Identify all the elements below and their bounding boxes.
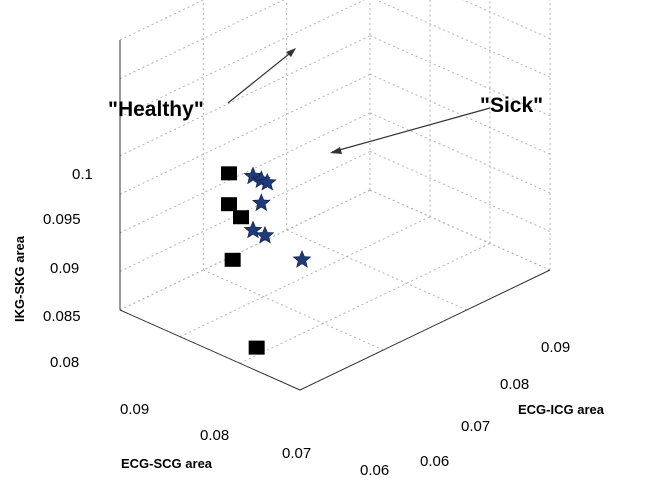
- x-tick: 0.06: [360, 462, 389, 479]
- z-tick: 0.095: [43, 211, 81, 228]
- floor-grid-line: [369, 189, 551, 271]
- y-tick: 0.08: [500, 376, 529, 393]
- annotation-sick: "Sick": [480, 94, 543, 117]
- sick-star-marker: [258, 172, 277, 191]
- y-axis-line: [299, 269, 551, 391]
- x-axis-line: [119, 309, 301, 391]
- annotation-sick-arrowhead: [330, 147, 342, 154]
- z-tick: 0.08: [50, 354, 79, 371]
- sick-star-marker: [243, 220, 263, 239]
- x-tick: 0.08: [200, 427, 229, 444]
- z-tick: 0.085: [43, 308, 81, 325]
- z-tick: 0.1: [72, 166, 93, 183]
- back-wall-grid-line: [461, 0, 551, 40]
- sick-star-marker: [255, 225, 275, 244]
- annotation-healthy-arrowhead: [286, 48, 296, 57]
- left-wall-grid-line: [119, 73, 371, 195]
- sick-star-marker: [252, 193, 271, 212]
- sick-star-marker: [243, 166, 263, 185]
- z-axis-label: IKG-SKG area: [12, 235, 27, 322]
- x-tick: 0.09: [120, 401, 149, 418]
- y-tick: 0.09: [541, 339, 570, 356]
- healthy-square-marker: [221, 197, 237, 212]
- left-wall-grid-line: [119, 150, 371, 272]
- healthy-square-marker: [248, 340, 265, 355]
- sick-star-marker: [292, 250, 312, 268]
- axes-layer: [119, 40, 551, 391]
- y-tick: 0.06: [420, 453, 449, 470]
- x-axis-label: ECG-SCG area: [121, 456, 213, 471]
- back-wall-grid-line: [369, 112, 551, 194]
- floor-grid-line: [179, 216, 431, 338]
- left-wall-grid-line: [119, 112, 371, 234]
- annotation-healthy-arrow: [227, 49, 295, 104]
- healthy-square-marker: [221, 166, 237, 181]
- left-wall-grid-line: [119, 0, 366, 118]
- y-tick: 0.07: [461, 418, 490, 435]
- healthy-square-marker: [224, 252, 241, 267]
- z-tick: 0.09: [50, 260, 79, 277]
- y-axis-label: ECG-ICG area: [518, 402, 605, 417]
- data-points: [221, 166, 312, 355]
- left-wall-grid-line: [119, 0, 205, 41]
- back-wall-grid-line: [369, 150, 551, 232]
- annotations: "Healthy" "Sick": [108, 48, 543, 154]
- floor-grid-line: [239, 242, 491, 364]
- tick-labels: 0.08 0.085 0.09 0.095 0.1 0.09 0.08 0.07…: [43, 166, 570, 479]
- grid-layer: [119, 0, 551, 391]
- annotation-healthy: "Healthy": [108, 98, 204, 121]
- annotation-sick-arrow: [331, 107, 491, 153]
- healthy-square-marker: [233, 210, 249, 225]
- x-tick: 0.07: [282, 445, 311, 462]
- left-wall-grid-line: [119, 0, 285, 80]
- back-wall-grid-line: [375, 0, 551, 78]
- left-wall-grid-line: [119, 35, 371, 157]
- back-wall-grid-line: [369, 189, 551, 271]
- left-wall-grid-line: [119, 189, 371, 311]
